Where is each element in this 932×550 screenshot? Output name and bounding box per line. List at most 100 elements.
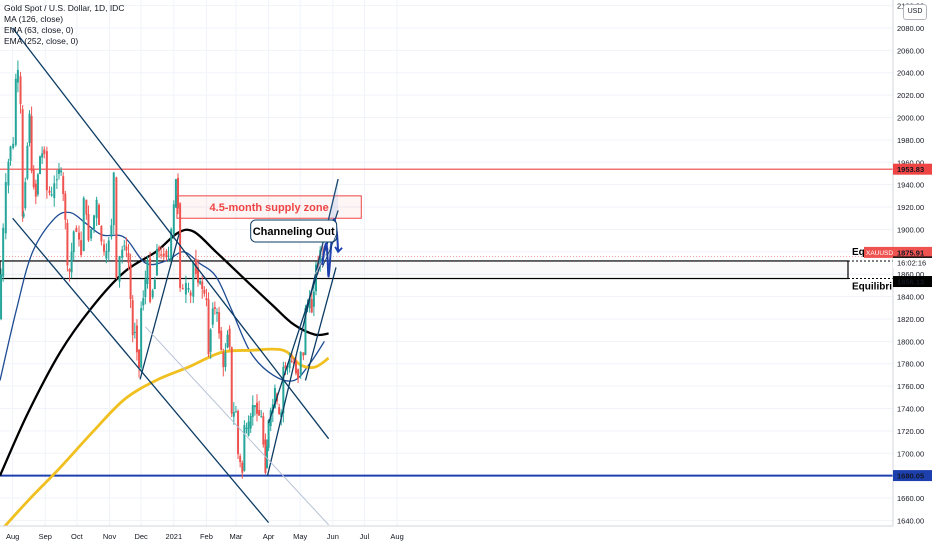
candle-body	[226, 334, 229, 348]
candle-body	[48, 190, 51, 193]
price-tick-label: 1980.00	[897, 136, 924, 145]
candle-body	[153, 279, 156, 290]
candle-body	[215, 312, 218, 314]
price-tick-label: 2040.00	[897, 69, 924, 78]
candle-body	[234, 411, 237, 413]
candle-body	[299, 351, 302, 375]
price-tick-label: 2060.00	[897, 46, 924, 55]
candle-body	[310, 299, 313, 313]
indicators	[0, 211, 330, 533]
candle-body	[28, 113, 31, 143]
equilibrium-box	[0, 260, 849, 280]
candle-body	[302, 352, 305, 356]
legend-ma126[interactable]: MA (126, close)	[4, 14, 64, 24]
candle-body	[241, 462, 244, 473]
chart-legend: Gold Spot / U.S. Dollar, 1D, IDC MA (126…	[4, 3, 124, 47]
candle-body	[39, 156, 42, 174]
candle-body	[9, 146, 12, 161]
candle-body	[158, 247, 161, 252]
channeling-out-label: Channeling Out	[253, 226, 335, 238]
candle-body	[224, 352, 227, 367]
candle-body	[280, 412, 283, 418]
candle-body	[87, 214, 90, 241]
candle-body	[85, 199, 88, 215]
candle-body	[12, 143, 15, 148]
candle-body	[155, 249, 158, 276]
price-label: 1680.05	[897, 472, 924, 481]
price-tick-label: 1760.00	[897, 382, 924, 391]
candle-body	[36, 174, 39, 195]
price-axis-bg	[893, 0, 932, 550]
price-tick-label: 1920.00	[897, 203, 924, 212]
price-label: 1875.91	[897, 248, 924, 257]
price-tick-label: 1960.00	[897, 158, 924, 167]
channeling-out-pointer	[321, 233, 338, 268]
candle-body	[24, 182, 27, 209]
candle-body	[172, 204, 175, 235]
zones	[0, 168, 893, 477]
candle-body	[278, 407, 281, 414]
channeling-out-box	[250, 219, 338, 243]
candle-body	[70, 251, 73, 273]
legend-symbol[interactable]: Gold Spot / U.S. Dollar, 1D, IDC	[4, 3, 125, 13]
candle-body	[288, 358, 291, 369]
falling-channel-lower	[12, 217, 270, 524]
candle-body	[50, 194, 53, 196]
candle-body	[256, 402, 259, 414]
candle-body	[62, 176, 65, 195]
candle-body	[187, 288, 190, 290]
candle-body	[260, 416, 263, 418]
candle-body	[290, 360, 293, 362]
price-tick-label: 1780.00	[897, 360, 924, 369]
time-tick-label: Aug	[6, 532, 19, 541]
time-axis[interactable]: Aug Sep Oct Nov Dec 2021 Feb Mar Apr May Jun Jul Aug	[0, 525, 932, 550]
candle-body	[133, 331, 136, 334]
candle-body	[245, 427, 248, 429]
legend-ema252[interactable]: EMA (252, close, 0)	[4, 36, 79, 46]
candle-body	[220, 330, 223, 350]
candle-body	[237, 411, 240, 455]
price-label: 1953.83	[897, 165, 924, 174]
price-tick-label: 1640.00	[897, 516, 924, 525]
candle-body	[205, 298, 208, 301]
price-label-bg	[893, 163, 932, 175]
ema63-line	[0, 211, 325, 382]
candle-body	[19, 76, 22, 104]
candle-body	[129, 263, 132, 300]
candle-body	[125, 246, 128, 251]
time-tick-label: Aug	[390, 532, 403, 541]
price-label-bg	[893, 276, 932, 288]
channel-midline	[144, 326, 329, 526]
time-tick-label: Nov	[103, 532, 117, 541]
time-tick-label: May	[293, 532, 307, 541]
candle-body	[218, 312, 221, 334]
price-tick-label: 1720.00	[897, 427, 924, 436]
candle-body	[82, 197, 85, 251]
price-label-bg	[893, 470, 932, 482]
candle-body	[142, 298, 145, 306]
time-tick-label: Sep	[39, 532, 52, 541]
candle-body	[4, 182, 7, 234]
candle-body	[230, 347, 233, 414]
candle-body	[228, 328, 231, 348]
candle-body	[170, 229, 173, 261]
candle-body	[167, 255, 170, 257]
candle-body	[222, 352, 225, 368]
time-tick-label: Oct	[71, 532, 84, 541]
price-axis[interactable]: 1640.001660.001680.001700.001720.001740.…	[864, 0, 932, 550]
candle-body	[100, 226, 103, 242]
price-tick-label: 1900.00	[897, 225, 924, 234]
grid	[0, 0, 893, 526]
candle-body	[53, 183, 56, 199]
candle-body	[165, 250, 168, 258]
legend-ema63[interactable]: EMA (63, close, 0)	[4, 25, 74, 35]
candle-body	[149, 258, 152, 302]
candle-body	[304, 308, 307, 355]
currency-button[interactable]: USD	[903, 4, 927, 20]
price-tick-label: 1940.00	[897, 181, 924, 190]
candle-body	[294, 361, 297, 374]
candle-body	[105, 250, 108, 259]
candle-body	[121, 249, 124, 258]
candle-body	[211, 308, 214, 325]
